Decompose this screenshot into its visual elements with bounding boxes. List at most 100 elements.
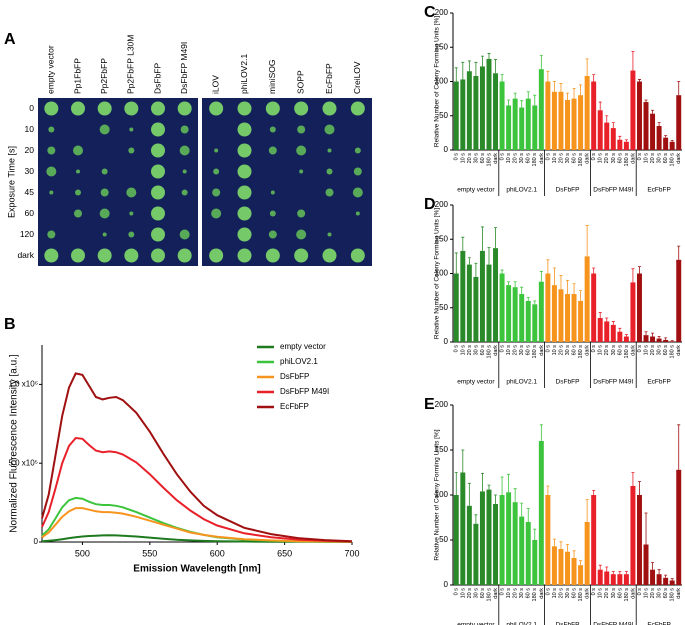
bar bbox=[551, 285, 557, 342]
colony-spot bbox=[179, 145, 190, 156]
error-bar bbox=[611, 321, 615, 325]
y-tick-label: 150 bbox=[435, 42, 449, 51]
colony-spot bbox=[71, 248, 85, 263]
bar bbox=[584, 256, 590, 342]
error-bar bbox=[664, 337, 668, 340]
error-bar bbox=[572, 550, 576, 558]
colony-spot bbox=[237, 101, 252, 116]
colony-spot bbox=[325, 188, 334, 197]
error-bar bbox=[467, 60, 471, 72]
row-label: 60 bbox=[25, 208, 35, 218]
x-tick-label: 180 s bbox=[578, 153, 584, 167]
error-bar bbox=[507, 473, 511, 493]
y-tick-label: 0 bbox=[444, 337, 449, 346]
error-bar bbox=[657, 122, 661, 127]
x-tick-label: dark bbox=[539, 588, 545, 599]
colony-spot bbox=[76, 169, 80, 174]
colony-spot bbox=[354, 147, 361, 154]
x-tick-label: 30 s bbox=[657, 153, 663, 164]
x-tick-label: 180 s bbox=[486, 153, 492, 167]
x-tick-label: 20 s bbox=[604, 153, 610, 164]
x-tick-label: 180 s bbox=[624, 588, 630, 602]
bar bbox=[591, 495, 597, 585]
legend-label: DsFbFP bbox=[280, 372, 309, 381]
colony-spot bbox=[179, 229, 190, 240]
x-tick-label: 30 s bbox=[473, 588, 479, 599]
x-tick-label: dark bbox=[539, 345, 545, 356]
x-tick-label: 10 s bbox=[460, 588, 466, 599]
error-bar bbox=[664, 574, 668, 578]
colony-spot bbox=[47, 146, 56, 155]
x-tick-label: 30 s bbox=[473, 345, 479, 356]
colony-spot bbox=[214, 148, 219, 153]
bar bbox=[571, 558, 577, 585]
bar bbox=[532, 540, 538, 585]
bar bbox=[512, 287, 518, 342]
colony-spot bbox=[212, 188, 221, 197]
error-bar bbox=[533, 300, 537, 305]
row-label: 120 bbox=[20, 229, 34, 239]
y-tick-label: 200 bbox=[435, 8, 449, 17]
x-tick-label: 180 s bbox=[578, 345, 584, 359]
error-bar bbox=[474, 61, 478, 77]
bar bbox=[643, 544, 649, 585]
panel-label: D bbox=[424, 196, 436, 213]
error-bar bbox=[480, 226, 484, 251]
error-bar bbox=[474, 514, 478, 524]
x-tick-label: 60 s bbox=[617, 153, 623, 164]
error-bar bbox=[546, 485, 550, 495]
colony-spot bbox=[151, 206, 165, 221]
bar bbox=[604, 571, 610, 585]
error-bar bbox=[454, 67, 458, 82]
group-label: DsFbFP M49I bbox=[593, 187, 633, 194]
error-bar bbox=[480, 55, 484, 67]
error-bar bbox=[520, 286, 524, 295]
bar bbox=[565, 551, 570, 585]
colony-spot bbox=[75, 189, 81, 196]
column-label: DsFbFP bbox=[152, 63, 162, 95]
colony-spot bbox=[99, 124, 110, 135]
error-bar bbox=[598, 101, 602, 111]
error-bar bbox=[651, 562, 655, 570]
group-label: DsFbFP M49I bbox=[593, 622, 633, 625]
colony-spot bbox=[268, 230, 277, 239]
y-tick-label: 0 bbox=[444, 145, 449, 154]
bar bbox=[499, 81, 505, 150]
y-tick-label: 150 bbox=[435, 234, 449, 243]
bar bbox=[525, 98, 531, 150]
y-tick-label: 0 bbox=[444, 580, 449, 589]
colony-spot bbox=[44, 101, 59, 116]
x-tick-label: 30 s bbox=[473, 153, 479, 164]
x-tick-label: 0 s bbox=[591, 153, 597, 161]
error-bar bbox=[631, 472, 635, 486]
x-tick-label: 60 s bbox=[480, 588, 486, 599]
error-bar bbox=[507, 99, 511, 106]
y-axis-label: Normalized Fluorescence Intensity [a.u.] bbox=[9, 354, 20, 533]
legend-label: empty vector bbox=[280, 342, 326, 351]
colony-spot bbox=[350, 248, 365, 263]
bar bbox=[545, 495, 551, 585]
panel-label: A bbox=[4, 31, 16, 48]
bar bbox=[532, 304, 538, 342]
x-tick-label: 60 s bbox=[526, 345, 532, 356]
y-tick-label: 150 bbox=[435, 445, 449, 454]
colony-spot bbox=[151, 185, 165, 200]
colony-spot bbox=[151, 101, 165, 116]
x-tick-label: 60 s bbox=[571, 345, 577, 356]
colony-spot bbox=[177, 248, 192, 263]
bar bbox=[565, 294, 570, 342]
bar bbox=[519, 516, 525, 585]
x-tick-label: 180 s bbox=[624, 345, 630, 359]
error-bar bbox=[487, 53, 491, 59]
x-tick-label: 0 s bbox=[454, 588, 460, 596]
colony-spot bbox=[294, 248, 309, 263]
bar bbox=[486, 489, 492, 585]
error-bar bbox=[637, 481, 641, 495]
error-bar bbox=[605, 566, 609, 572]
bar bbox=[604, 321, 610, 342]
column-label: CreiLOV bbox=[352, 61, 362, 94]
colony-spot bbox=[124, 101, 139, 116]
error-bar bbox=[670, 340, 674, 342]
error-bar bbox=[637, 79, 641, 82]
y-axis-label: Relative Number of Colony Forming Units … bbox=[434, 16, 441, 147]
